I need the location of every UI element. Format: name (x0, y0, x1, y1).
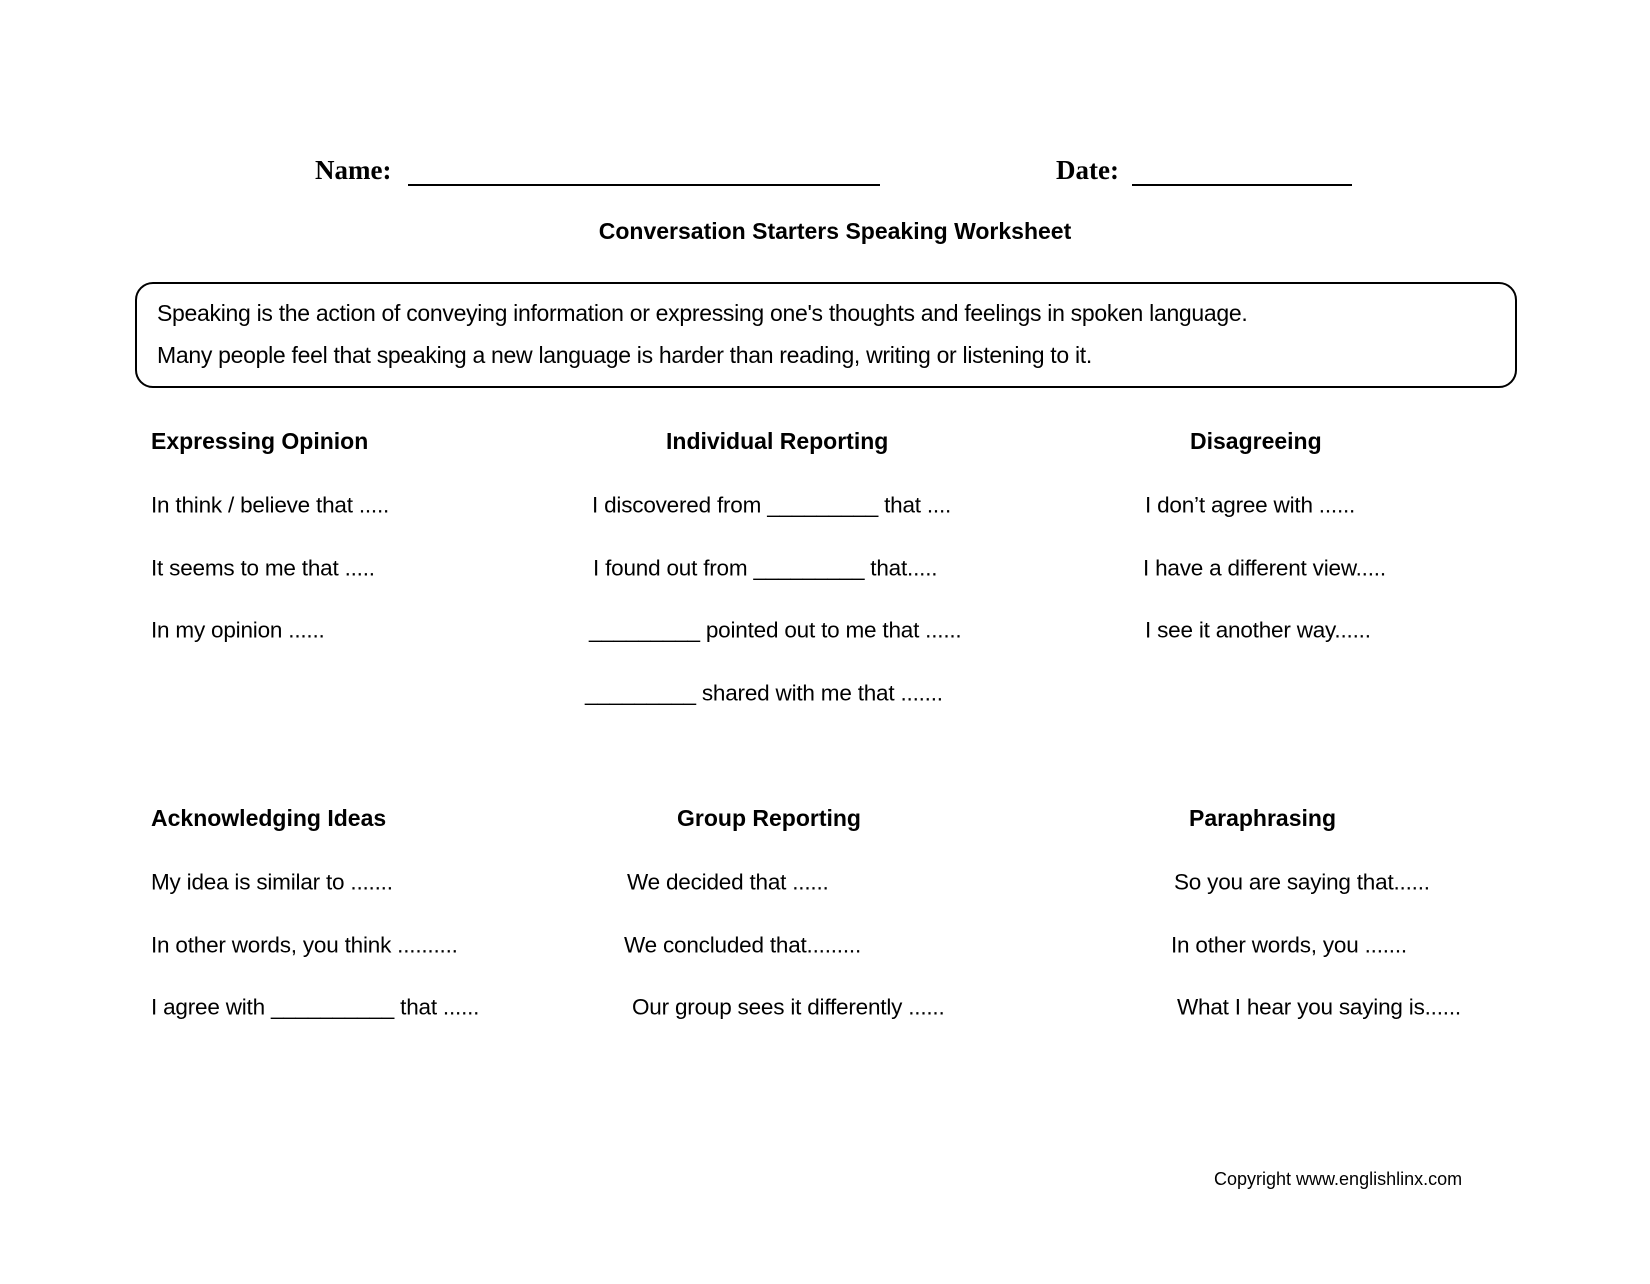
phrase-item: _________ shared with me that ....... (585, 680, 943, 706)
intro-line: Many people feel that speaking a new lan… (157, 342, 1092, 369)
phrase-item: _________ pointed out to me that ...... (589, 617, 962, 643)
phrase-item: In other words, you ....... (1171, 932, 1407, 958)
section-heading-expressing-opinion: Expressing Opinion (151, 428, 369, 455)
intro-box (135, 282, 1517, 388)
phrase-item: I see it another way...... (1145, 617, 1371, 643)
date-field[interactable] (1132, 184, 1352, 186)
section-heading-acknowledging-ideas: Acknowledging Ideas (151, 805, 387, 832)
phrase-item: I have a different view..... (1143, 555, 1386, 581)
name-label: Name: (315, 154, 392, 185)
date-label: Date: (1056, 154, 1119, 185)
phrase-item: I found out from _________ that..... (593, 555, 938, 581)
name-field[interactable] (408, 184, 880, 186)
phrase-item: Our group sees it differently ...... (632, 994, 945, 1020)
worksheet-title: Conversation Starters Speaking Worksheet (598, 218, 1072, 245)
section-heading-group-reporting: Group Reporting (677, 805, 861, 832)
phrase-item: In my opinion ...... (151, 617, 325, 643)
intro-line: Speaking is the action of conveying info… (157, 300, 1248, 327)
section-heading-disagreeing: Disagreeing (1190, 428, 1322, 455)
phrase-item: In other words, you think .......... (151, 932, 458, 958)
phrase-item: I agree with __________ that ...... (151, 994, 480, 1020)
phrase-item: It seems to me that ..... (151, 555, 375, 581)
section-heading-individual-reporting: Individual Reporting (666, 428, 889, 455)
phrase-item: What I hear you saying is...... (1177, 994, 1461, 1020)
section-heading-paraphrasing: Paraphrasing (1189, 805, 1336, 832)
phrase-item: I don’t agree with ...... (1145, 492, 1356, 518)
phrase-item: So you are saying that...... (1174, 869, 1430, 895)
phrase-item: In think / believe that ..... (151, 492, 390, 518)
phrase-item: We concluded that......... (624, 932, 862, 958)
phrase-item: I discovered from _________ that .... (592, 492, 952, 518)
phrase-item: My idea is similar to ....... (151, 869, 393, 895)
phrase-item: We decided that ...... (627, 869, 829, 895)
copyright-text: Copyright www.englishlinx.com (1214, 1169, 1463, 1190)
